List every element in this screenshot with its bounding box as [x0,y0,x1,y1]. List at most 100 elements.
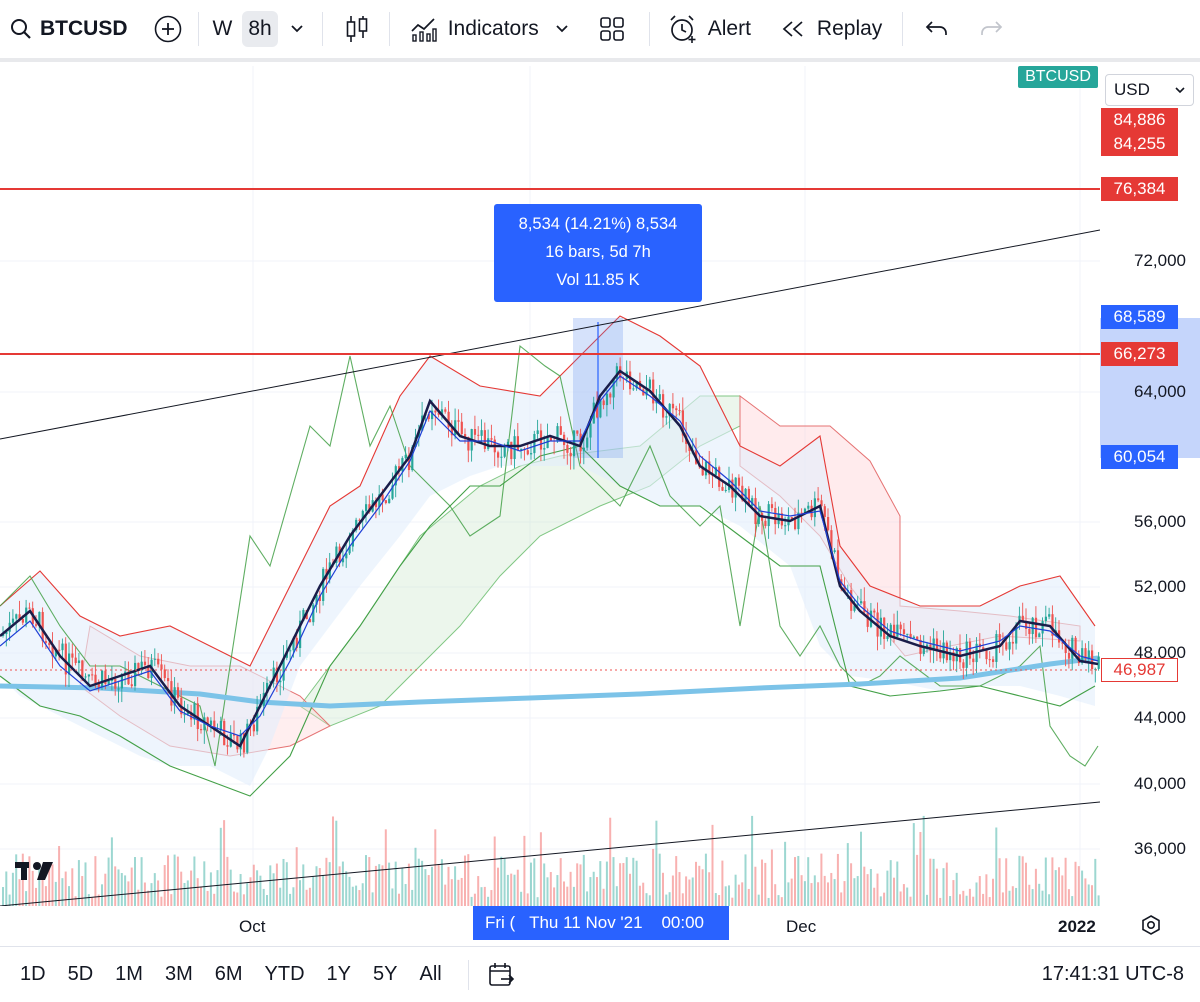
time-axis[interactable]: Oct Fri ( Thu 11 Nov '21 00:00 Dec 2022 [0,906,1200,946]
candle-body [803,508,807,514]
volume-bar [582,854,585,906]
volume-bar [807,857,810,906]
volume-bar [764,862,767,906]
candle-body [117,688,120,690]
candle-body [576,430,579,434]
candle-body [437,412,440,415]
candle-body [1031,617,1034,635]
trendline-lower[interactable] [0,801,1100,906]
volume-bar [203,861,206,906]
clock[interactable]: 17:41:31 UTC-8 [1041,963,1184,985]
candle-body [1025,622,1028,629]
chart-pane[interactable]: 8,534 (14.21%) 8,534 16 bars, 5d 7h Vol … [0,66,1100,906]
volume-bar [688,879,691,906]
volume-bar [665,894,668,906]
candle-body [912,636,915,639]
chart-type-button[interactable] [345,0,369,60]
range-all[interactable]: All [419,963,442,985]
volume-bar [896,861,899,906]
calendar-icon [488,962,514,986]
volume-bar [526,893,529,906]
indicators-dropdown[interactable] [555,0,569,60]
range-6m[interactable]: 6M [214,963,243,985]
price-axis[interactable]: USD 72,000 64,000 56,000 52,000 48,000 4… [1100,66,1200,906]
candle-body [44,641,48,643]
trendline-upper[interactable] [0,229,1100,440]
volume-bar [605,861,608,906]
volume-bar [506,874,509,906]
volume-bar [351,886,354,906]
range-5d[interactable]: 5D [67,963,94,985]
range-1y[interactable]: 1Y [326,963,352,985]
volume-bar [371,892,374,906]
currency-select[interactable]: USD [1105,74,1194,106]
price-tag-last: 46,987 [1101,658,1178,682]
volume-bar [477,876,480,906]
chart-settings-button[interactable] [1140,914,1162,941]
volume-bar [167,855,169,906]
candle-body [200,729,203,731]
volume-bar [1048,894,1051,906]
volume-bar [315,866,318,906]
candle-body [431,410,434,420]
range-1m[interactable]: 1M [115,963,143,985]
layout-button[interactable] [599,0,625,60]
candle-body [440,409,444,415]
candle-body [374,500,378,508]
candle-body [860,601,863,604]
candle-body [97,683,100,688]
candle-body [596,402,599,418]
gear-icon [1142,915,1160,935]
volume-bar [87,894,90,906]
price-tag-range-bottom: 60,054 [1101,445,1178,469]
volume-bar [308,887,311,906]
volume-bar [404,884,407,906]
goto-date-button[interactable] [487,961,515,989]
range-ytd[interactable]: YTD [264,963,305,985]
price-chart[interactable] [0,66,1100,906]
range-5y[interactable]: 5Y [373,963,398,985]
volume-bar [464,855,466,906]
volume-bar [229,869,232,906]
symbol-badge: BTCUSD [1018,66,1098,88]
candle-body [952,652,955,662]
indicators-button[interactable]: Indicators [410,0,539,60]
volume-bar [305,889,308,906]
candle-body [64,643,67,675]
range-1d[interactable]: 1D [20,963,46,985]
replay-button[interactable]: Replay [781,0,882,60]
alert-button[interactable]: Alert [668,0,751,60]
volume-bar [97,894,100,906]
volume-bar [978,876,981,906]
volume-bar [671,875,674,906]
candle-body [569,452,572,457]
range-3m[interactable]: 3M [164,963,193,985]
symbol-search[interactable]: BTCUSD [10,0,128,60]
volume-bar [843,881,846,906]
volume-bar [457,879,460,906]
candle-body [510,441,513,460]
volume-bar [1015,887,1018,906]
volume-bar [361,883,364,906]
candle-body [275,667,279,683]
candle-body [833,550,836,552]
candle-body [942,642,945,659]
volume-bar [193,856,196,906]
volume-bar [411,889,414,906]
volume-bar [1061,875,1064,906]
volume-bar [153,873,156,906]
compare-button[interactable] [154,0,182,60]
undo-button[interactable] [925,0,949,60]
candle-body [345,553,348,559]
interval-dropdown[interactable] [290,0,304,60]
volume-bar [972,896,975,906]
interval-8h[interactable]: 8h [242,0,278,60]
chevron-down-icon [556,25,568,33]
volume-bar [200,887,202,906]
redo-button[interactable] [979,0,1003,60]
volume-bar [8,894,11,906]
interval-w[interactable]: W [212,17,233,40]
volume-bar [846,843,849,906]
volume-bar [299,880,301,906]
volume-bar [853,878,856,906]
